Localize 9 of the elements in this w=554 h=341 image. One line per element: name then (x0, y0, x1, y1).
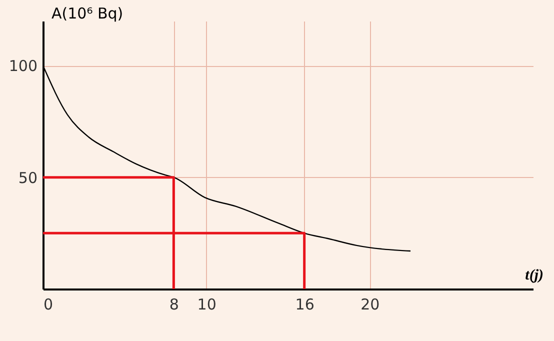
x-tick-label: 20 (360, 296, 380, 314)
y-axis-title: A(10⁶ Bq) (52, 4, 124, 22)
x-tick-label: 0 (44, 296, 54, 314)
x-axis-title: t(j) (525, 268, 544, 284)
x-tick-label: 16 (295, 296, 314, 314)
y-tick-label: 100 (8, 57, 38, 76)
x-tick-label: 8 (169, 296, 179, 314)
y-tick-label: 50 (18, 168, 38, 187)
x-tick-label: 10 (197, 296, 216, 314)
